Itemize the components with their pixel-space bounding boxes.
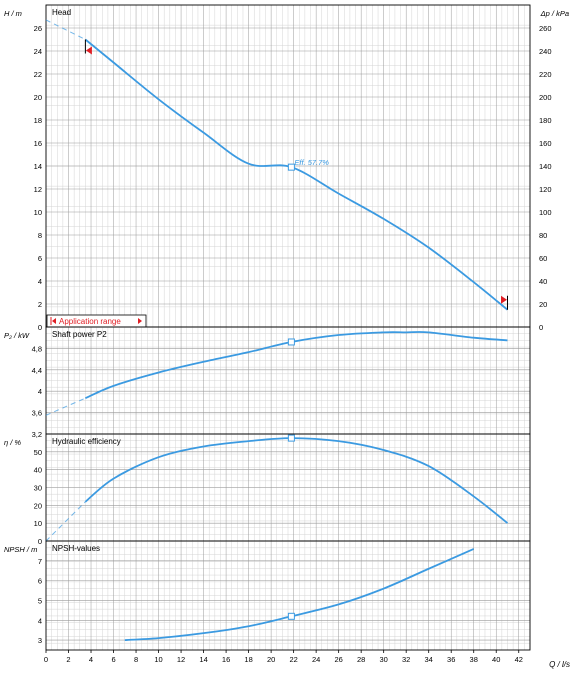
y-tick-label: 26 xyxy=(34,24,42,33)
panel-frame xyxy=(45,540,531,651)
range-legend-arrow-left xyxy=(52,318,56,324)
panel-3: 3 4 5 6 7 NPSH-values NPSH / m xyxy=(4,540,531,651)
y-tick-label-right: 20 xyxy=(539,300,547,309)
range-legend-arrow-right xyxy=(138,318,142,324)
y-tick-label: 3,6 xyxy=(32,409,42,418)
x-tick-label: 0 xyxy=(44,655,48,664)
y-tick-label: 2 xyxy=(38,300,42,309)
y-tick-label: 0 xyxy=(38,537,42,546)
y-tick-label: 5 xyxy=(38,596,42,605)
y-tick-label-right: 160 xyxy=(539,139,552,148)
y-tick-label: 4,4 xyxy=(32,366,42,375)
y-tick-label: 12 xyxy=(34,185,42,194)
y-tick-label-right: 0 xyxy=(539,323,543,332)
y-tick-label: 24 xyxy=(34,47,42,56)
curve-extrapolated xyxy=(45,397,86,416)
y-tick-label: 40 xyxy=(34,466,42,475)
y-tick-label-right: 260 xyxy=(539,24,552,33)
y-tick-label: 30 xyxy=(34,484,42,493)
x-tick-label: 34 xyxy=(425,655,433,664)
panel-title: Head xyxy=(52,8,71,17)
y-tick-label: 18 xyxy=(34,116,42,125)
y-tick-label: 3 xyxy=(38,636,42,645)
y-tick-label-right: 220 xyxy=(539,70,552,79)
y-tick-label: 20 xyxy=(34,501,42,510)
range-start-marker xyxy=(85,46,92,55)
panel-2: 0 10 20 30 40 50 Hydraulic efficiency η / % xyxy=(4,433,531,546)
x-tick-label: 14 xyxy=(199,655,207,664)
y-tick-label: 20 xyxy=(34,93,42,102)
x-axis: Q / l/s 0 2 4 6 8 10 12 14 16 18 20 22 24 26 28 30 32 34 3… xyxy=(44,650,570,669)
x-tick-label: 8 xyxy=(134,655,138,664)
range-end-marker xyxy=(500,295,507,304)
panel-title: NPSH-values xyxy=(52,544,100,553)
y-tick-label: 6 xyxy=(38,254,42,263)
x-tick-label: 28 xyxy=(357,655,365,664)
y-axis-label: NPSH / m xyxy=(4,545,37,554)
application-range-label: Application range xyxy=(59,317,121,326)
x-tick-label: 22 xyxy=(289,655,297,664)
y-tick-label: 22 xyxy=(34,70,42,79)
y-tick-label: 14 xyxy=(34,162,42,171)
y-axis-label: H / m xyxy=(4,9,22,18)
y-tick-label: 4 xyxy=(38,277,42,286)
y-tick-label-right: 120 xyxy=(539,185,552,194)
x-tick-label: 18 xyxy=(244,655,252,664)
duty-point-marker xyxy=(287,434,295,442)
x-tick-label: 6 xyxy=(111,655,115,664)
x-axis-label: Q / l/s xyxy=(549,660,570,669)
panel-1: 3,2 3,6 4 4,4 4,8 Shaft power P2 P₂ / kW xyxy=(4,326,531,439)
x-tick-label: 10 xyxy=(154,655,162,664)
y-tick-label: 0 xyxy=(38,323,42,332)
x-tick-label: 16 xyxy=(222,655,230,664)
curve-line xyxy=(84,38,509,311)
x-tick-label: 32 xyxy=(402,655,410,664)
y-tick-label: 7 xyxy=(38,557,42,566)
x-tick-label: 24 xyxy=(312,655,320,664)
y-tick-label-right: 100 xyxy=(539,208,552,217)
y-tick-label-right: 140 xyxy=(539,162,552,171)
panel-title: Hydraulic efficiency xyxy=(52,437,121,446)
x-tick-label: 12 xyxy=(177,655,185,664)
efficiency-annotation: Eff. 57.7% xyxy=(294,158,329,167)
y-tick-label-right: 80 xyxy=(539,231,547,240)
x-tick-label: 2 xyxy=(66,655,70,664)
curve-extrapolated xyxy=(45,501,86,542)
duty-point-marker xyxy=(287,338,295,346)
duty-point-marker xyxy=(287,163,295,171)
x-tick-label: 4 xyxy=(89,655,93,664)
curve-extrapolated xyxy=(45,19,86,40)
curve-line xyxy=(85,331,508,399)
y-tick-label-right: 40 xyxy=(539,277,547,286)
y-tick-label: 4 xyxy=(38,387,42,396)
y-tick-label: 10 xyxy=(34,208,42,217)
y-tick-label-right: 200 xyxy=(539,93,552,102)
x-tick-label: 42 xyxy=(515,655,523,664)
x-tick-label: 26 xyxy=(334,655,342,664)
x-tick-label: 20 xyxy=(267,655,275,664)
y-axis-label: P₂ / kW xyxy=(4,331,30,340)
y-tick-label-right: 60 xyxy=(539,254,547,263)
y-axis-label: η / % xyxy=(4,438,21,447)
y-tick-label-right: 180 xyxy=(539,116,552,125)
y-tick-label: 8 xyxy=(38,231,42,240)
x-tick-label: 30 xyxy=(380,655,388,664)
y-tick-label: 3,2 xyxy=(32,430,42,439)
y-axis-right-label: Δp / kPa xyxy=(540,9,569,18)
panel-title: Shaft power P2 xyxy=(52,330,107,339)
y-tick-label-right: 240 xyxy=(539,47,552,56)
x-tick-label: 36 xyxy=(447,655,455,664)
y-tick-label: 4 xyxy=(38,616,42,625)
y-tick-label: 10 xyxy=(34,519,42,528)
duty-point-marker xyxy=(287,612,295,620)
x-tick-label: 38 xyxy=(470,655,478,664)
y-tick-label: 4,8 xyxy=(32,344,42,353)
x-tick-label: 40 xyxy=(492,655,500,664)
y-tick-label: 6 xyxy=(38,577,42,586)
y-tick-label: 50 xyxy=(34,448,42,457)
y-tick-label: 16 xyxy=(34,139,42,148)
